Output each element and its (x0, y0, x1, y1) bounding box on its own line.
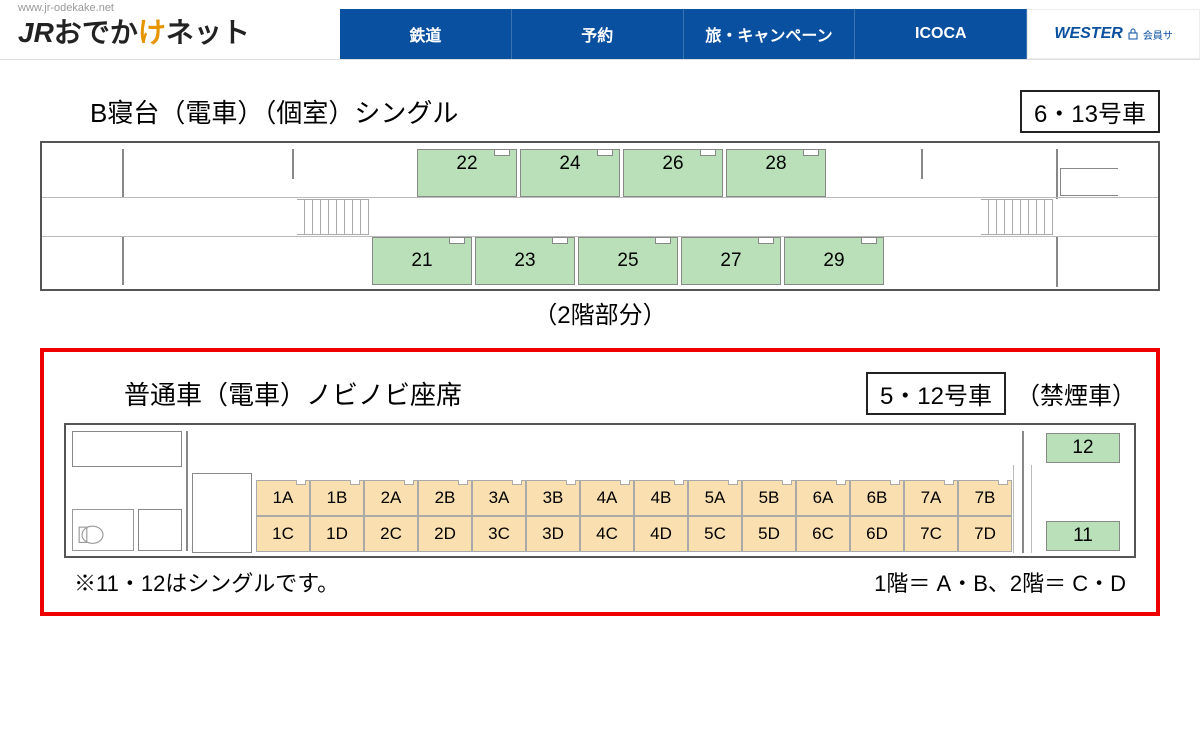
wall (122, 149, 124, 197)
nav-campaign[interactable]: 旅・キャンペーン (684, 9, 856, 59)
nobi-seat: 1D (310, 516, 364, 552)
car2-section: 普通車（電車）ノビノビ座席 5・12号車 （禁煙車） 1A1B2A2B3A3B4… (64, 372, 1136, 598)
nav-icoca[interactable]: ICOCA (855, 9, 1027, 59)
nobi-seat: 4B (634, 480, 688, 516)
wall (122, 237, 124, 285)
nobi-seat: 3C (472, 516, 526, 552)
nobi-seat: 6C (796, 516, 850, 552)
nobi-seat: 1A (256, 480, 310, 516)
wall (1031, 465, 1032, 553)
vestibule (192, 473, 252, 553)
toilet-room (72, 509, 134, 551)
nobi-seat: 2A (364, 480, 418, 516)
nobi-seat: 1B (310, 480, 364, 516)
nav-rail[interactable]: 鉄道 (340, 9, 512, 59)
nobi-seat: 6B (850, 480, 904, 516)
compartment-seat: 23 (475, 237, 575, 285)
compartment-seat: 29 (784, 237, 884, 285)
toilet-icon (73, 510, 133, 550)
car2-diagram: 1A1B2A2B3A3B4A4B5A5B6A6B7A7B 1C1D2C2D3C3D… (64, 423, 1136, 558)
stairs-left (297, 199, 369, 235)
main-nav: 鉄道 予約 旅・キャンペーン ICOCA WESTER 会員サ (340, 9, 1200, 59)
wall (292, 149, 294, 179)
site-logo[interactable]: JRおでかけネット (0, 11, 340, 59)
nobi-seat: 7B (958, 480, 1012, 516)
compartment-seat: 25 (578, 237, 678, 285)
nobi-seat: 2C (364, 516, 418, 552)
car1-diagram: 22242628 2123252729 (40, 141, 1160, 291)
compartment-seat: 21 (372, 237, 472, 285)
car1-section: B寝台（電車）（個室）シングル 6・13号車 22242628 212325272… (40, 90, 1160, 330)
nav-wester[interactable]: WESTER 会員サ (1027, 9, 1200, 59)
end-room (72, 431, 182, 467)
car2-note: （禁煙車） (1016, 376, 1136, 411)
compartment-seat: 22 (417, 149, 517, 197)
content-area: B寝台（電車）（個室）シングル 6・13号車 22242628212325272… (0, 60, 1200, 636)
car1-header: B寝台（電車）（個室）シングル 6・13号車 (40, 90, 1160, 133)
nobi-seat: 4A (580, 480, 634, 516)
footnote-single: ※11・12はシングルです。 (64, 566, 339, 598)
car1-number: 6・13号車 (1020, 90, 1160, 133)
nobi-seat: 7D (958, 516, 1012, 552)
car1-floor-label: （2階部分） (40, 295, 1160, 330)
single-seat: 12 (1046, 433, 1120, 463)
nobi-seat: 4D (634, 516, 688, 552)
nobi-seat: 3D (526, 516, 580, 552)
car2-highlight: 普通車（電車）ノビノビ座席 5・12号車 （禁煙車） 1A1B2A2B3A3B4… (40, 348, 1160, 616)
nobi-seat: 3B (526, 480, 580, 516)
end-structure (1060, 168, 1118, 196)
lock-icon (1127, 28, 1139, 40)
footnote-floors: 1階＝ A・B、2階＝ C・D (874, 566, 1136, 598)
nobi-seat: 1C (256, 516, 310, 552)
single-seat: 11 (1046, 521, 1120, 551)
wall (186, 431, 188, 551)
car2-header: 普通車（電車）ノビノビ座席 5・12号車 （禁煙車） (64, 372, 1136, 415)
nobi-seat: 7C (904, 516, 958, 552)
nobi-seat: 5B (742, 480, 796, 516)
nobi-seat: 6D (850, 516, 904, 552)
wall (921, 149, 923, 179)
compartment-seat: 26 (623, 149, 723, 197)
nobi-seat: 5C (688, 516, 742, 552)
site-header: www.jr-odekake.net JRおでかけネット 鉄道 予約 旅・キャン… (0, 0, 1200, 60)
nobi-seat: 5A (688, 480, 742, 516)
nobi-seat: 4C (580, 516, 634, 552)
nobi-seat: 7A (904, 480, 958, 516)
end-room (138, 509, 182, 551)
nobi-seat: 2B (418, 480, 472, 516)
nobi-seat: 5D (742, 516, 796, 552)
compartment-seat: 24 (520, 149, 620, 197)
compartment-seat: 28 (726, 149, 826, 197)
wall (1056, 149, 1058, 199)
car2-number: 5・12号車 (866, 372, 1006, 415)
wall (1013, 465, 1014, 553)
nobi-seat: 6A (796, 480, 850, 516)
nav-reserve[interactable]: 予約 (512, 9, 684, 59)
nobi-seat: 2D (418, 516, 472, 552)
car2-title: 普通車（電車）ノビノビ座席 (64, 375, 866, 412)
corridor-line (42, 197, 1158, 198)
stairs-right (981, 199, 1053, 235)
header-url: www.jr-odekake.net (18, 2, 114, 14)
wall (1022, 431, 1024, 553)
car1-title: B寝台（電車）（個室）シングル (40, 93, 1020, 130)
wall (1056, 237, 1058, 287)
compartment-seat: 27 (681, 237, 781, 285)
nobi-seat: 3A (472, 480, 526, 516)
car2-footnotes: ※11・12はシングルです。 1階＝ A・B、2階＝ C・D (64, 566, 1136, 598)
